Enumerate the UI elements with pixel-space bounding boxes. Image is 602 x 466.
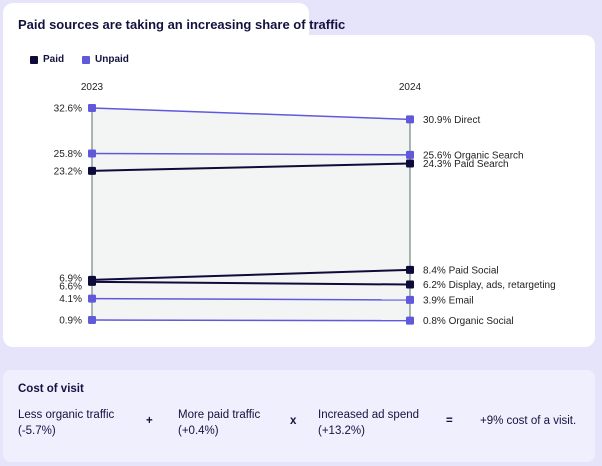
cost-term-ad-spend: Increased ad spend (+13.2%) bbox=[318, 407, 419, 439]
cost-term-organic: Less organic traffic (-5.7%) bbox=[18, 407, 114, 439]
operator-equals: = bbox=[446, 415, 453, 427]
point-direct-2023 bbox=[88, 104, 96, 112]
end-label-organic-search: 25.6% Organic Search bbox=[423, 150, 524, 161]
end-label-paid-social: 8.4% Paid Social bbox=[423, 265, 499, 276]
cost-term-label: Less organic traffic bbox=[18, 409, 115, 421]
cost-term-value: (-5.7%) bbox=[18, 425, 56, 437]
point-direct-2024 bbox=[406, 115, 414, 124]
cost-term-value: (+0.4%) bbox=[178, 425, 219, 437]
legend-swatch-paid bbox=[30, 55, 38, 64]
series-line-organic-search bbox=[91, 152, 411, 156]
cost-term-label: More paid traffic bbox=[178, 409, 261, 421]
start-label-email: 4.1% bbox=[59, 294, 82, 305]
cost-term-paid: More paid traffic (+0.4%) bbox=[178, 407, 260, 439]
legend-item-paid: Paid bbox=[30, 54, 64, 65]
legend-item-unpaid: Unpaid bbox=[82, 54, 129, 65]
point-paid-search-2023 bbox=[88, 166, 96, 175]
chart-area-fill bbox=[92, 108, 410, 321]
chart-title: Paid sources are taking an increasing sh… bbox=[18, 17, 346, 32]
end-label-organic-social: 0.8% Organic Social bbox=[423, 316, 514, 327]
end-label-email: 3.9% Email bbox=[423, 295, 474, 306]
end-label-paid-search: 24.3% Paid Search bbox=[423, 159, 509, 170]
point-email-2023 bbox=[88, 294, 96, 303]
start-label-paid-search: 23.2% bbox=[54, 166, 82, 177]
x-label-2024: 2024 bbox=[399, 82, 422, 93]
series-line-organic-social bbox=[91, 319, 411, 322]
start-label-paid-social: 6.9% bbox=[59, 273, 82, 284]
cost-result: +9% cost of a visit. bbox=[480, 415, 577, 427]
point-organic-social-2024 bbox=[406, 316, 414, 325]
cost-title: Cost of visit bbox=[18, 383, 84, 395]
point-paid-social-2024 bbox=[406, 265, 414, 274]
legend-label-unpaid: Unpaid bbox=[95, 54, 129, 65]
start-label-organic-social: 0.9% bbox=[59, 316, 82, 327]
slope-chart: 2023 2024 32.6% 30.9% Direct 25.8% 25.6% Or… bbox=[54, 82, 556, 327]
operator-plus: + bbox=[146, 415, 153, 427]
series-line-paid-search bbox=[91, 162, 411, 172]
point-email-2024 bbox=[406, 295, 414, 304]
point-paid-search-2024 bbox=[406, 159, 414, 168]
point-display-ads-retargeting-2023 bbox=[88, 277, 96, 286]
end-label-direct: 30.9% Direct bbox=[423, 115, 480, 126]
end-label-display-ads-retargeting: 6.2% Display, ads, retargeting bbox=[423, 280, 556, 291]
series-line-display-ads-retargeting bbox=[91, 280, 411, 286]
operator-times: x bbox=[290, 415, 297, 427]
series-line-paid-social bbox=[91, 268, 411, 281]
start-label-organic-search: 25.8% bbox=[54, 149, 82, 160]
point-organic-social-2023 bbox=[88, 316, 96, 324]
x-label-2023: 2023 bbox=[81, 82, 104, 93]
point-display-ads-retargeting-2024 bbox=[406, 280, 414, 289]
series-line-email bbox=[91, 297, 411, 301]
series-line-direct bbox=[91, 107, 411, 121]
cost-term-value: (+13.2%) bbox=[318, 425, 365, 437]
cost-of-visit-panel: Cost of visit Less organic traffic (-5.7… bbox=[3, 370, 595, 462]
start-label-display-ads-retargeting: 6.6% bbox=[59, 281, 82, 292]
point-organic-search-2023 bbox=[88, 149, 96, 158]
point-organic-search-2024 bbox=[406, 150, 414, 159]
legend-swatch-unpaid bbox=[82, 55, 90, 64]
start-label-direct: 32.6% bbox=[54, 104, 82, 115]
cost-term-label: Increased ad spend bbox=[318, 409, 420, 421]
legend-label-paid: Paid bbox=[43, 54, 65, 65]
